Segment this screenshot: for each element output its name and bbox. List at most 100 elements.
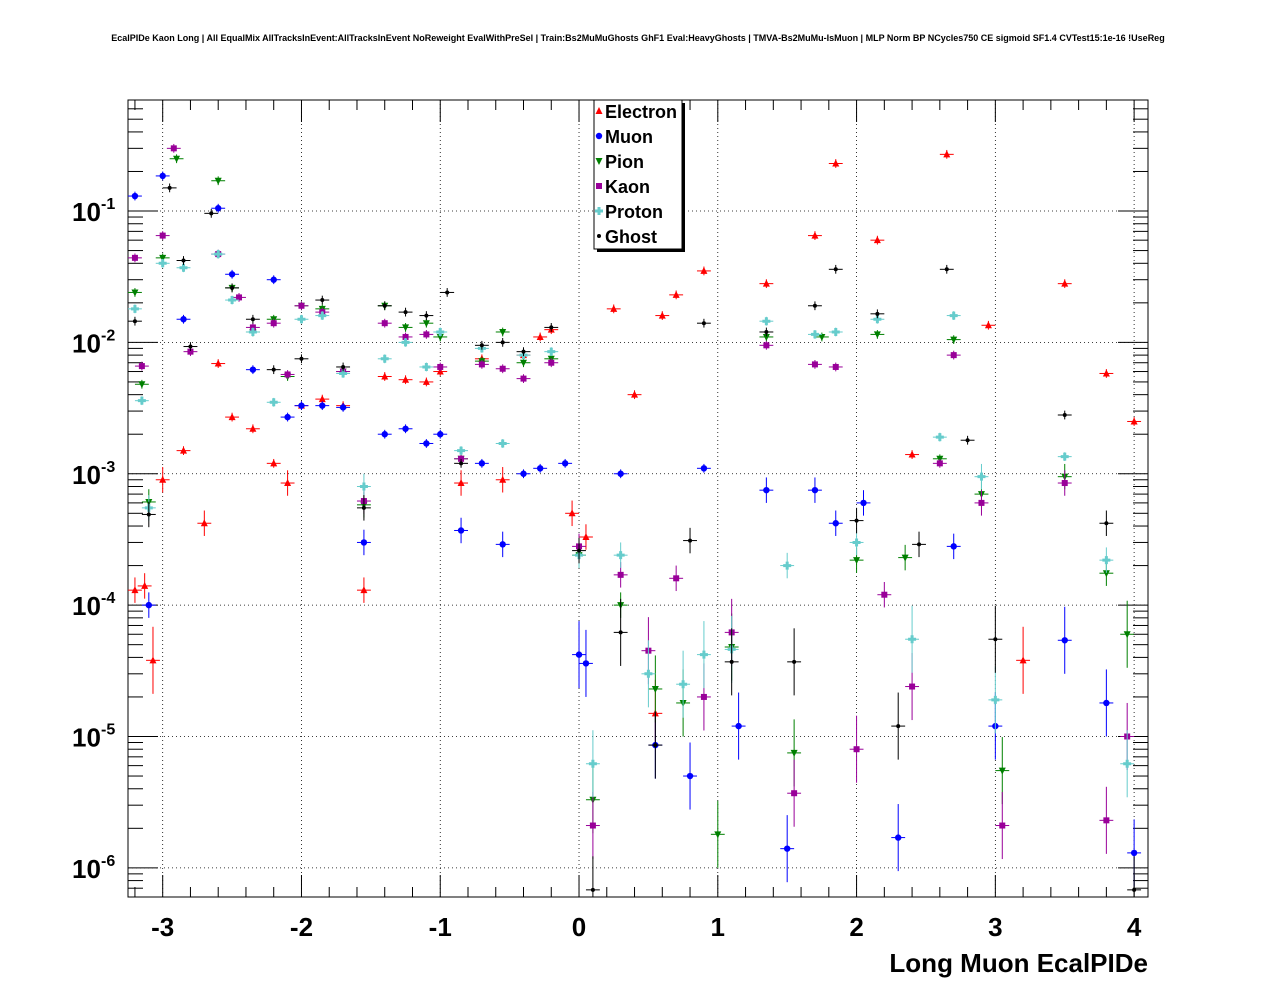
data-point xyxy=(377,301,392,311)
point-marker xyxy=(735,722,742,730)
point-marker xyxy=(762,279,770,287)
data-point xyxy=(398,424,413,434)
data-point xyxy=(294,354,309,364)
point-marker xyxy=(250,317,255,322)
series-pion xyxy=(128,154,1135,868)
point-marker xyxy=(549,325,554,330)
point-marker xyxy=(949,311,958,320)
x-tick-label: 0 xyxy=(572,912,586,942)
data-point xyxy=(780,552,795,579)
data-point xyxy=(696,318,711,328)
data-point xyxy=(1057,470,1072,496)
point-marker xyxy=(180,446,188,454)
data-point xyxy=(565,500,580,527)
point-marker xyxy=(965,438,970,443)
point-marker xyxy=(762,333,770,341)
data-point xyxy=(939,264,954,274)
point-marker xyxy=(854,518,859,523)
data-point xyxy=(585,730,600,798)
data-point xyxy=(905,605,920,673)
data-point xyxy=(669,290,684,300)
data-point xyxy=(759,340,774,350)
point-marker xyxy=(146,512,151,517)
point-marker xyxy=(853,557,861,565)
point-marker xyxy=(200,519,208,527)
point-marker xyxy=(679,680,688,689)
point-marker xyxy=(588,759,597,768)
point-marker xyxy=(249,366,257,373)
point-marker xyxy=(1061,279,1069,287)
point-marker xyxy=(228,296,237,305)
point-marker xyxy=(271,367,276,372)
point-marker xyxy=(896,724,901,729)
y-tick-label: 10 -6 xyxy=(72,853,115,884)
point-marker xyxy=(149,656,157,664)
point-marker xyxy=(284,371,291,378)
x-axis-title: Long Muon EcalPIDe xyxy=(889,948,1148,978)
data-point xyxy=(176,446,191,456)
legend-marker xyxy=(596,183,602,189)
point-marker xyxy=(422,362,431,371)
point-marker xyxy=(1132,887,1137,892)
point-marker xyxy=(181,258,186,263)
data-point xyxy=(533,332,548,342)
point-marker xyxy=(520,470,527,477)
data-point xyxy=(572,537,586,564)
data-point xyxy=(280,470,295,496)
y-tick-base: 10 xyxy=(72,722,101,752)
point-marker xyxy=(214,359,222,367)
point-marker xyxy=(616,551,625,560)
data-point xyxy=(655,311,670,320)
data-point xyxy=(905,450,920,459)
data-point xyxy=(828,159,843,168)
data-point xyxy=(128,191,142,201)
point-marker xyxy=(700,266,708,274)
point-marker xyxy=(811,486,819,494)
point-marker xyxy=(214,177,222,185)
data-point xyxy=(544,358,559,368)
point-marker xyxy=(402,425,409,432)
data-point xyxy=(440,288,455,297)
point-marker xyxy=(688,538,693,543)
point-marker xyxy=(170,145,177,152)
data-point xyxy=(683,527,697,554)
point-marker xyxy=(270,320,277,327)
data-point xyxy=(336,362,351,372)
point-marker xyxy=(499,328,507,336)
data-point xyxy=(398,323,413,332)
point-marker xyxy=(618,630,623,635)
data-point xyxy=(225,269,240,279)
data-point xyxy=(245,424,260,434)
data-point xyxy=(419,318,434,328)
point-marker xyxy=(1061,480,1068,487)
data-point xyxy=(315,295,330,305)
point-marker xyxy=(993,637,998,642)
point-marker xyxy=(1061,637,1068,644)
point-marker xyxy=(297,315,306,324)
point-marker xyxy=(445,290,450,295)
point-marker xyxy=(673,575,680,582)
x-tick-label: -1 xyxy=(429,912,452,942)
x-tick-label: -2 xyxy=(290,912,313,942)
y-tick-label: 10 -2 xyxy=(72,327,115,358)
data-point xyxy=(516,358,531,368)
data-point xyxy=(544,323,559,332)
x-tick-label: 3 xyxy=(988,912,1002,942)
data-point xyxy=(294,314,309,324)
point-marker xyxy=(499,541,506,548)
point-marker xyxy=(762,317,771,326)
data-point xyxy=(870,330,885,339)
point-marker xyxy=(478,460,486,467)
data-point xyxy=(128,577,142,603)
legend-label: Pion xyxy=(605,152,644,172)
point-marker xyxy=(270,276,277,283)
point-marker xyxy=(783,845,791,852)
point-marker xyxy=(158,259,167,268)
legend-item-kaon: Kaon xyxy=(596,177,650,197)
point-marker xyxy=(783,561,792,570)
data-point xyxy=(1127,417,1142,426)
point-marker xyxy=(873,315,882,324)
point-marker xyxy=(249,324,256,331)
point-marker xyxy=(568,509,576,517)
point-marker xyxy=(1019,656,1027,664)
